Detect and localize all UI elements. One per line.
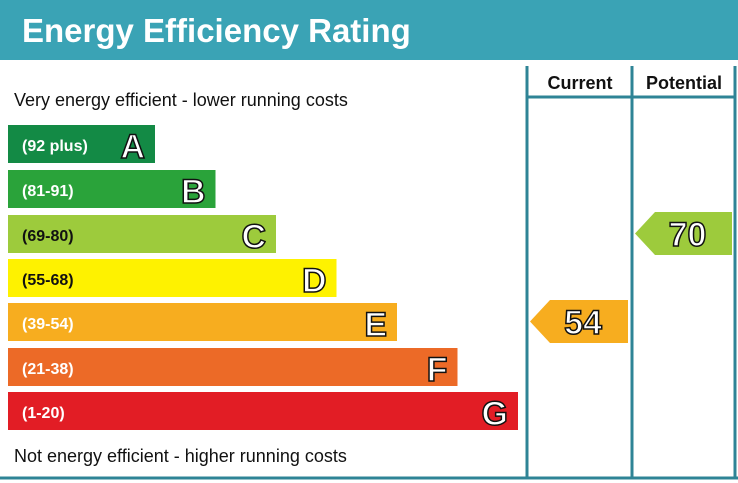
band-d: (55-68) D [8,259,337,301]
band-range-label: (55-68) [22,272,74,289]
band-f: (21-38) F [8,348,458,390]
top-note: Very energy efficient - lower running co… [14,90,348,110]
band-g: (1-20) G [8,392,518,434]
band-range-label: (69-80) [22,228,74,245]
band-letter: A [120,128,145,166]
column-header-current: Current [547,73,612,93]
band-bar-d [8,259,337,297]
bottom-note: Not energy efficient - higher running co… [14,446,347,466]
band-b: (81-91) B [8,170,216,212]
band-bar-c [8,215,276,253]
band-letter: B [181,173,206,211]
band-range-label: (39-54) [22,316,74,333]
band-range-label: (92 plus) [22,138,88,155]
band-letter: C [241,218,266,256]
band-bar-e [8,303,397,341]
potential-rating-arrow-value: 70 [669,216,707,254]
potential-rating-arrow: 70 [635,212,732,255]
column-header-potential: Potential [646,73,722,93]
band-bar-a [8,125,155,163]
chart-title: Energy Efficiency Rating [22,12,411,49]
band-c: (69-80) C [8,215,276,257]
header-bar: Energy Efficiency Rating [0,0,738,60]
band-range-label: (81-91) [22,183,74,200]
current-rating-arrow-value: 54 [564,304,602,342]
band-bar-b [8,170,216,208]
band-letter: E [364,306,387,344]
potential-rating-arrow-shape [635,212,732,255]
band-letter: D [302,262,327,300]
band-letter: G [482,395,508,433]
band-bar-f [8,348,458,386]
band-letter: F [427,351,448,389]
chart-frame [0,66,738,480]
band-e: (39-54) E [8,303,397,345]
current-rating-arrow-shape [530,300,628,343]
band-range-label: (21-38) [22,361,74,378]
band-a: (92 plus) A [8,125,155,167]
band-range-label: (1-20) [22,405,65,422]
current-rating-arrow: 54 [530,300,628,343]
band-bar-g [8,392,518,430]
